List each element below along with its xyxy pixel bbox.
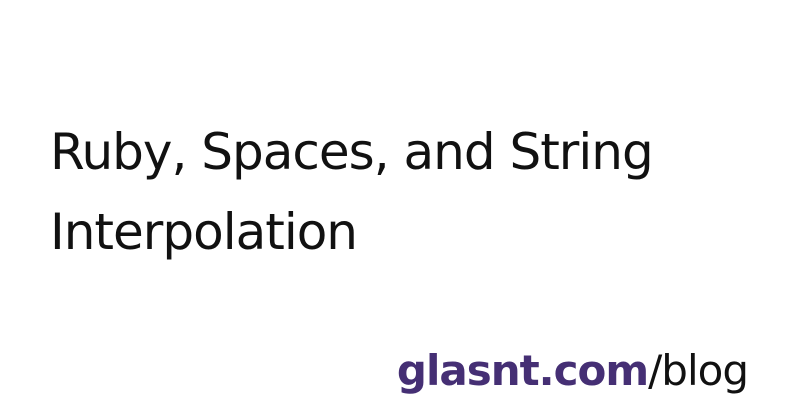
post-title: Ruby, Spaces, and String Interpolation	[50, 123, 654, 261]
blog-url: glasnt.com/blog	[396, 344, 749, 398]
site-domain: glasnt.com	[396, 346, 649, 395]
site-path: /blog	[648, 346, 749, 395]
